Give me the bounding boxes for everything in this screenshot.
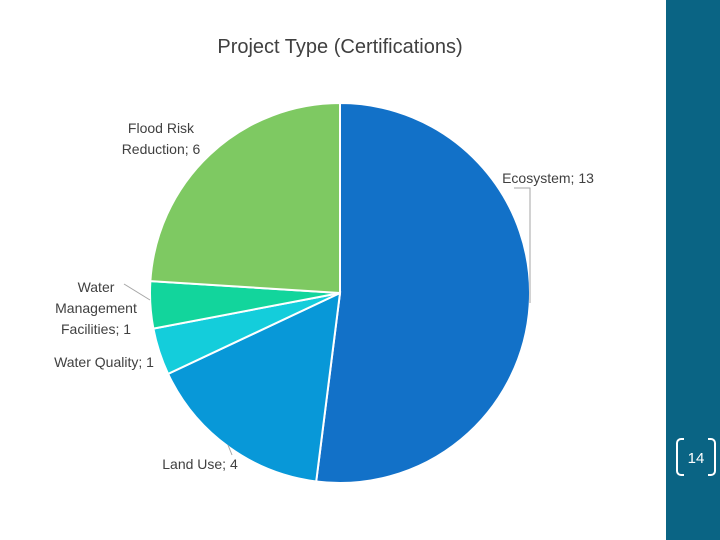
slice-label-land-use: Land Use; 4 <box>162 456 238 472</box>
pie-slice-flood-risk-reduction <box>149 101 341 295</box>
left-bracket-icon <box>676 438 684 476</box>
leader-line <box>514 187 531 303</box>
slice-label-water-management-facilities: Water Management Facilities; 1 <box>55 279 137 337</box>
leader-line <box>227 444 233 456</box>
leader-line <box>123 283 151 301</box>
slice-label-water-quality: Water Quality; 1 <box>54 354 154 370</box>
pie-slice-ecosystem <box>315 101 531 484</box>
right-bracket-icon <box>708 438 716 476</box>
page-number-badge: 14 <box>676 438 716 480</box>
slice-label-ecosystem: Ecosystem; 13 <box>502 170 594 186</box>
page-number: 14 <box>687 450 705 467</box>
slice-label-flood-risk-reduction: Flood Risk Reduction; 6 <box>121 120 201 157</box>
chart-title: Project Type (Certifications) <box>217 36 463 58</box>
side-bar <box>666 0 720 540</box>
